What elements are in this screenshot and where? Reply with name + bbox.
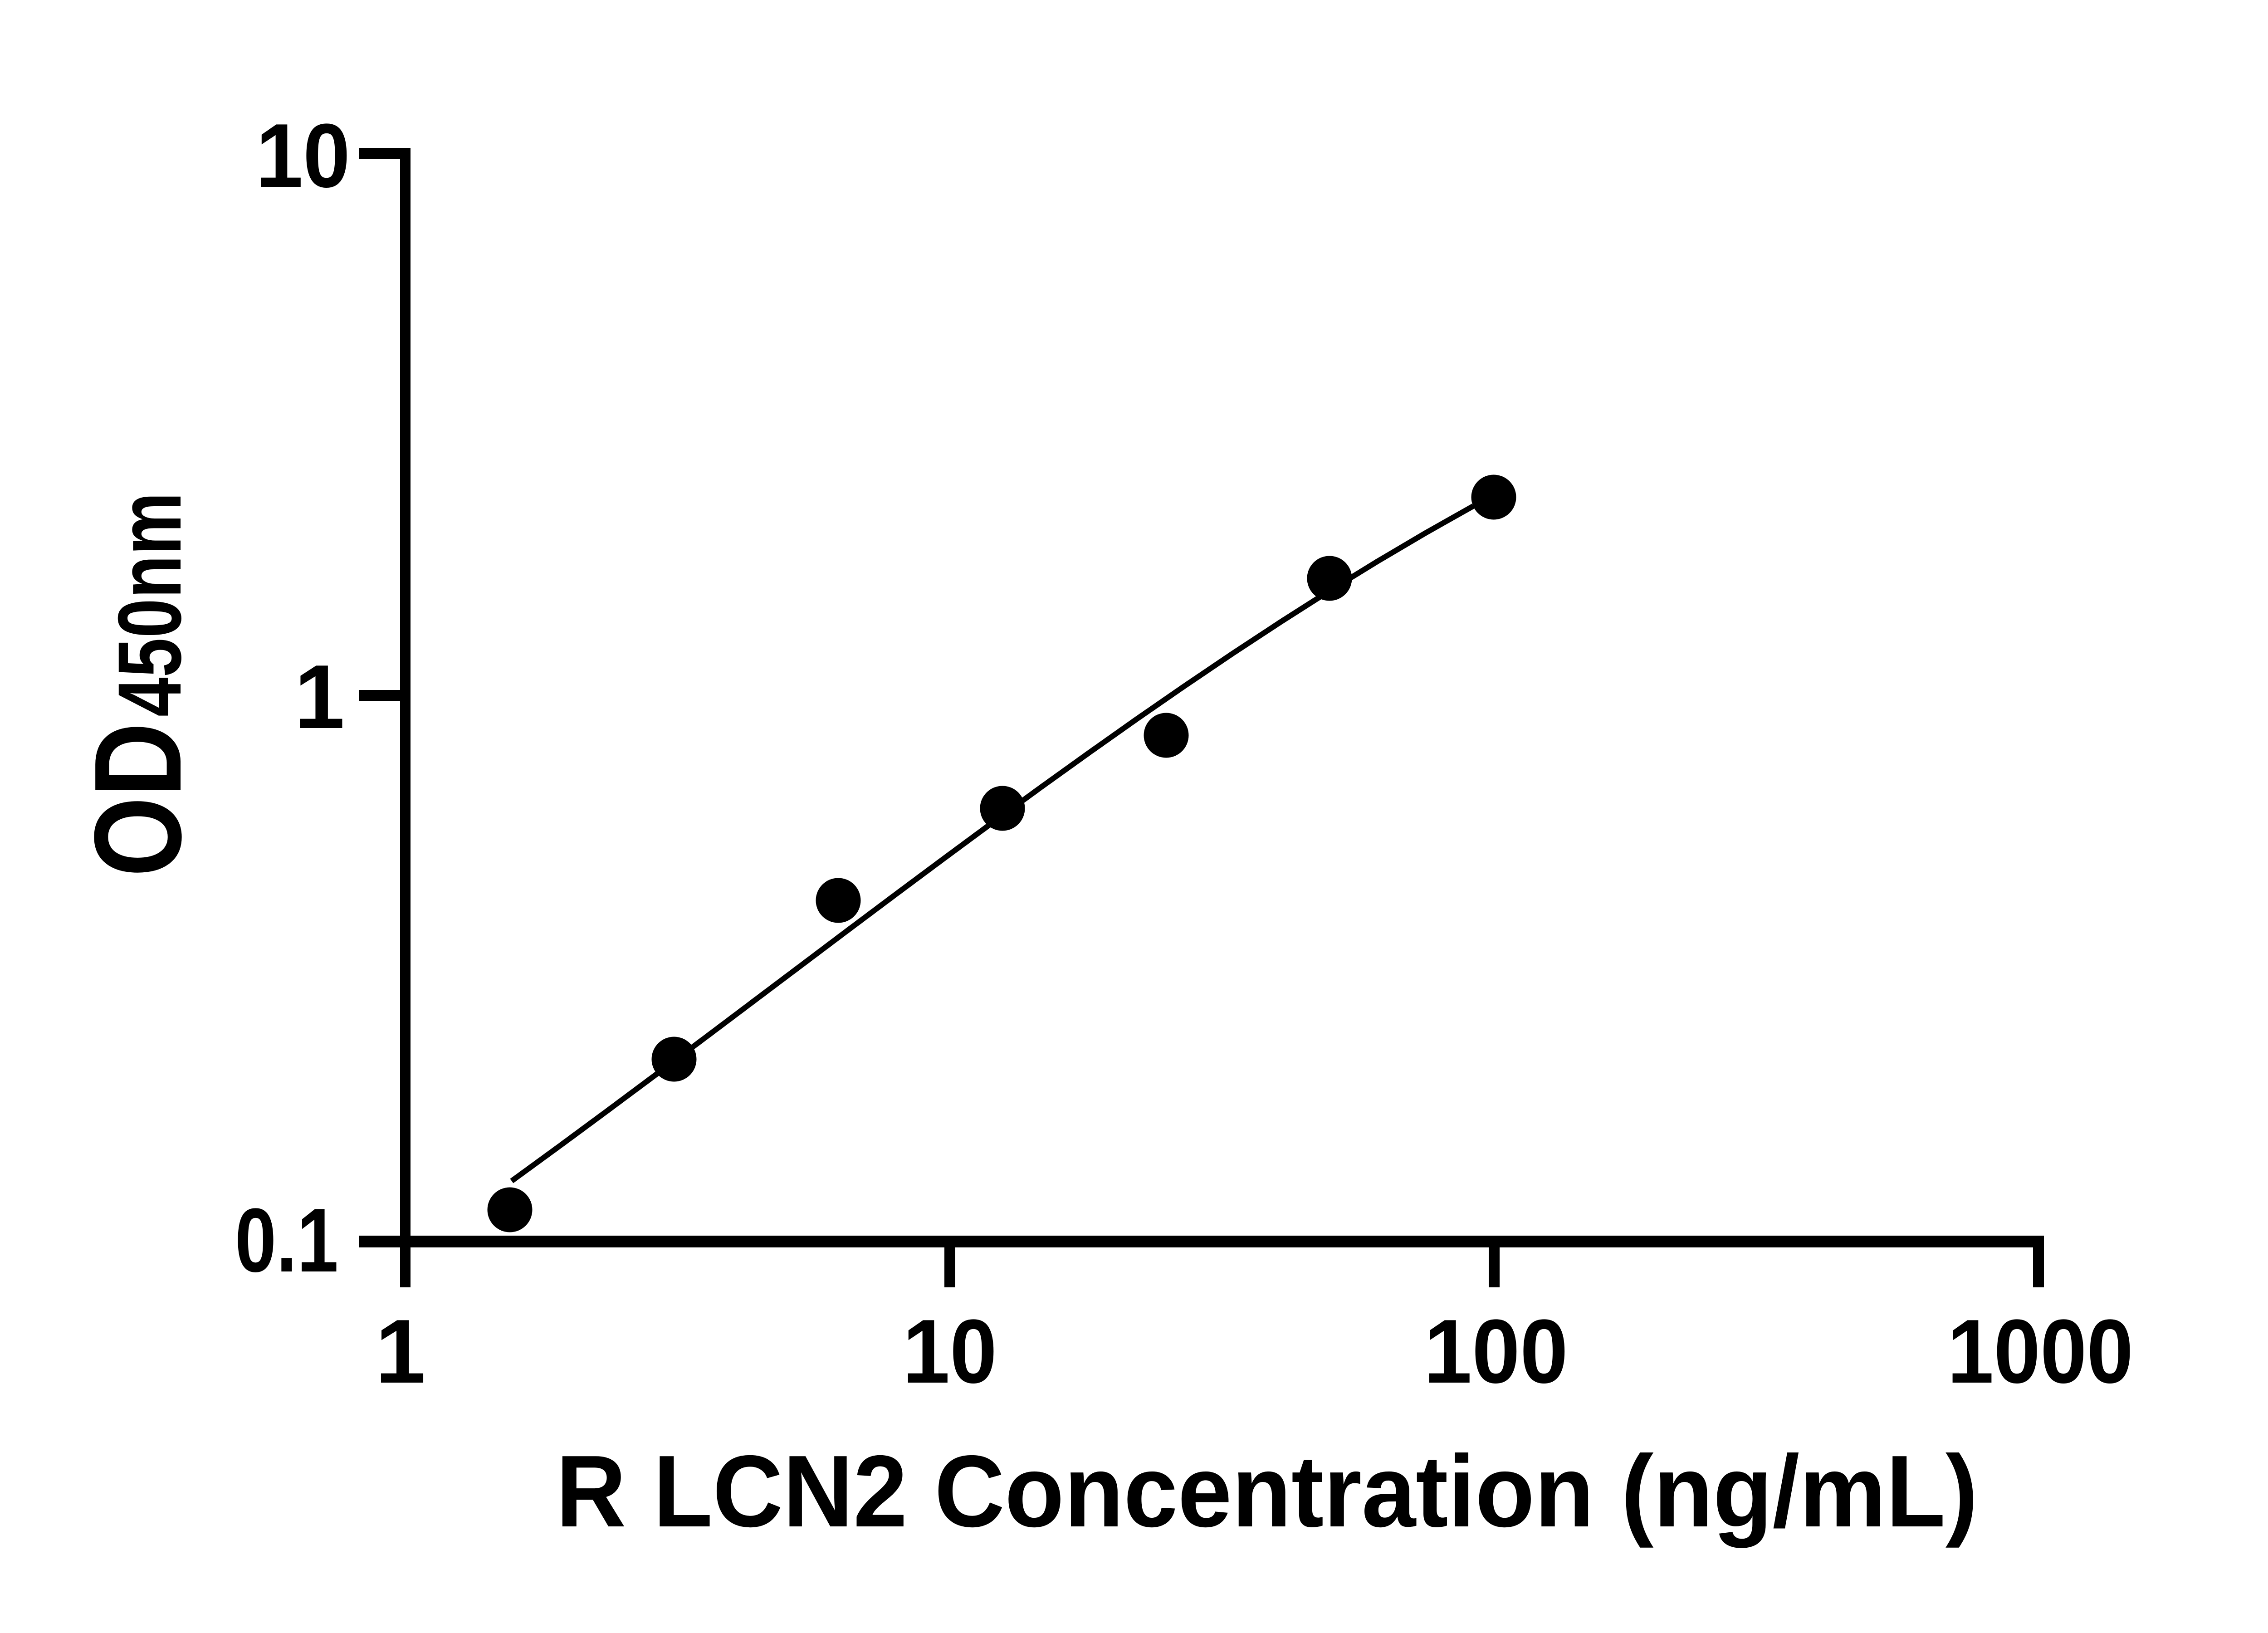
- svg-text:1: 1: [294, 646, 345, 748]
- svg-text:10: 10: [903, 1301, 997, 1402]
- svg-text:10: 10: [256, 105, 350, 206]
- svg-text:OD: OD: [68, 723, 207, 877]
- svg-text:1000: 1000: [1947, 1301, 2133, 1402]
- svg-text:1: 1: [375, 1301, 425, 1402]
- svg-text:0.1: 0.1: [235, 1190, 338, 1291]
- svg-text:450nm: 450nm: [99, 492, 200, 717]
- svg-text:R LCN2 Concentration (ng/mL): R LCN2 Concentration (ng/mL): [556, 1434, 1978, 1548]
- svg-text:100: 100: [1424, 1301, 1568, 1402]
